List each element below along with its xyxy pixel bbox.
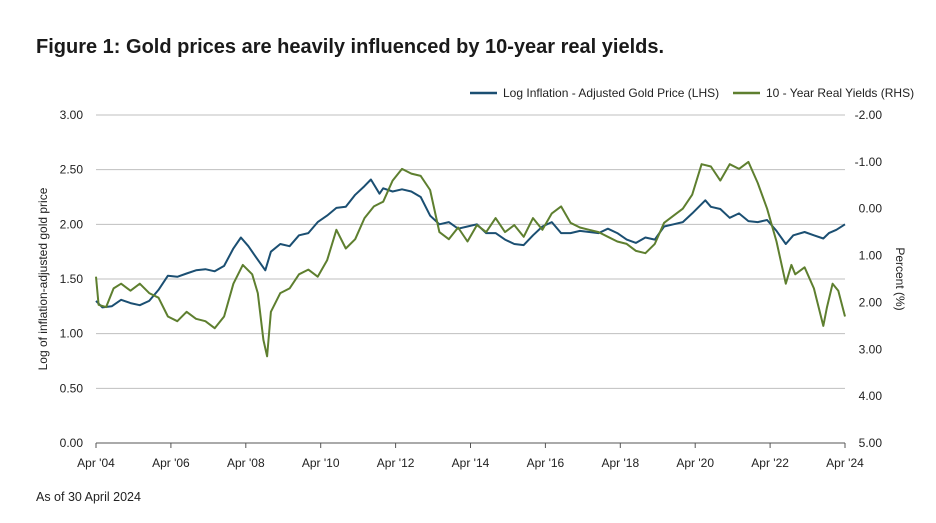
gold-price-line — [95, 178, 846, 309]
y-right-tick-label: 1.00 — [859, 249, 883, 263]
y-right-tick-label: 0.00 — [859, 202, 883, 216]
chart-title: Figure 1: Gold prices are heavily influe… — [36, 36, 665, 58]
x-tick-label: Apr '04 — [77, 456, 115, 470]
footnote: As of 30 April 2024 — [36, 490, 141, 504]
y-right-tick-label: -1.00 — [855, 155, 883, 169]
y-right-tick-label: -2.00 — [855, 108, 883, 122]
x-tick-label: Apr '20 — [676, 456, 714, 470]
y-right-tick-label: 5.00 — [859, 436, 883, 450]
y-left-tick-label: 0.50 — [60, 381, 84, 395]
x-tick-label: Apr '06 — [152, 456, 190, 470]
x-tick-label: Apr '10 — [302, 456, 340, 470]
y-left-tick-label: 1.00 — [60, 327, 84, 341]
real-yield-line — [95, 160, 846, 358]
y-left-tick-label: 2.50 — [60, 163, 84, 177]
x-tick-label: Apr '12 — [377, 456, 415, 470]
y-right-axis-label: Percent (%) — [893, 247, 907, 310]
y-right-tick-label: 3.00 — [859, 342, 883, 356]
x-tick-label: Apr '08 — [227, 456, 265, 470]
y-left-tick-label: 0.00 — [60, 436, 84, 450]
x-tick-label: Apr '18 — [601, 456, 639, 470]
x-tick-label: Apr '24 — [826, 456, 864, 470]
x-tick-label: Apr '14 — [452, 456, 490, 470]
legend-label-yield: 10 - Year Real Yields (RHS) — [766, 86, 914, 100]
y-left-tick-label: 2.00 — [60, 217, 84, 231]
y-left-tick-label: 1.50 — [60, 272, 84, 286]
y-left-tick-label: 3.00 — [60, 108, 84, 122]
x-tick-label: Apr '22 — [751, 456, 789, 470]
y-right-tick-label: 4.00 — [859, 389, 883, 403]
legend-label-gold: Log Inflation - Adjusted Gold Price (LHS… — [503, 86, 719, 100]
x-tick-label: Apr '16 — [527, 456, 565, 470]
y-left-axis-label: Log of inflation-adjusted gold price — [36, 187, 50, 370]
y-right-tick-label: 2.00 — [859, 295, 883, 309]
